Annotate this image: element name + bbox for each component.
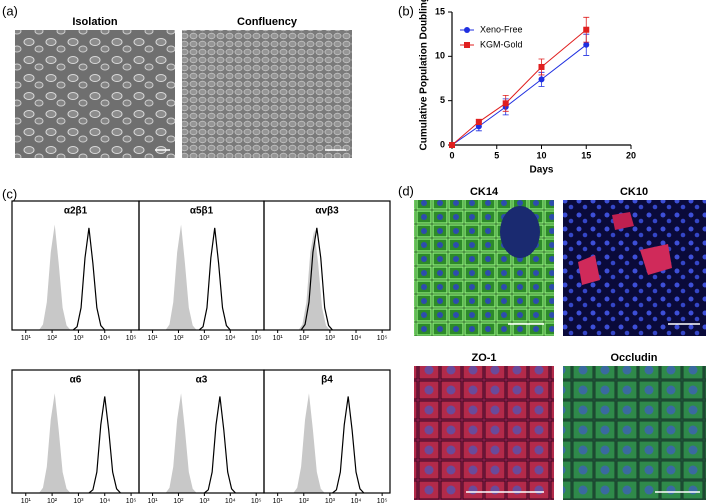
legend-marker xyxy=(464,42,470,48)
x-tick-label: 10⁵ xyxy=(377,335,388,342)
x-tick-label: 10² xyxy=(173,498,184,504)
panel-label: (d) xyxy=(398,183,414,198)
x-tick-label: 10⁴ xyxy=(351,335,362,342)
plot-title: α3 xyxy=(196,375,208,386)
x-tick-label: 10¹ xyxy=(147,335,158,342)
stained-histogram xyxy=(72,227,106,331)
x-tick-label: 10 xyxy=(536,150,546,160)
marker xyxy=(583,41,590,48)
x-axis-label: Days xyxy=(530,165,554,176)
plot-frame xyxy=(263,200,391,331)
cell-cluster xyxy=(500,206,540,258)
x-tick-label: 10⁴ xyxy=(225,335,236,342)
x-tick-label: 10³ xyxy=(73,335,84,342)
legend-marker xyxy=(464,27,470,33)
plot-frame xyxy=(138,200,265,331)
stained-histogram xyxy=(198,227,231,331)
panel-label: (b) xyxy=(398,3,414,18)
x-tick-label: 10³ xyxy=(325,498,336,504)
x-tick-label: 10⁵ xyxy=(126,498,137,504)
x-tick-label: 10¹ xyxy=(21,498,32,504)
y-tick-label: 10 xyxy=(435,51,445,61)
series-line xyxy=(451,44,587,146)
panel-label: (a) xyxy=(2,3,18,18)
cell-cluster xyxy=(640,244,672,275)
x-tick-label: 10⁴ xyxy=(99,335,110,342)
stained-histogram xyxy=(88,396,121,494)
plot-frame xyxy=(138,369,265,494)
plot-title: α5β1 xyxy=(190,206,214,217)
micrograph xyxy=(563,366,706,500)
x-tick-label: 10² xyxy=(47,335,58,342)
x-tick-label: 10⁴ xyxy=(99,498,110,504)
x-tick-label: 20 xyxy=(626,150,636,160)
x-tick-label: 10⁵ xyxy=(251,335,262,342)
image-title: Confluency xyxy=(237,16,298,28)
image-title: Isolation xyxy=(72,16,118,28)
cell-cluster xyxy=(578,255,600,285)
x-tick-label: 10⁴ xyxy=(351,498,362,504)
marker xyxy=(538,76,545,83)
x-tick-label: 10¹ xyxy=(273,335,284,342)
x-tick-label: 10³ xyxy=(325,335,336,342)
plot-frame xyxy=(11,200,140,331)
x-tick-label: 10⁵ xyxy=(126,335,137,342)
control-histogram xyxy=(165,393,197,493)
panel-label: (c) xyxy=(2,186,17,201)
micrograph xyxy=(182,30,352,158)
marker xyxy=(538,63,545,70)
image-title: CK14 xyxy=(470,186,499,198)
x-tick-label: 10³ xyxy=(199,498,210,504)
control-histogram xyxy=(165,224,197,330)
x-tick-label: 10¹ xyxy=(21,335,32,342)
legend-label: Xeno-Free xyxy=(480,24,523,34)
x-tick-label: 10² xyxy=(173,335,184,342)
x-tick-label: 5 xyxy=(494,150,499,160)
micrograph xyxy=(414,366,554,500)
x-tick-label: 10¹ xyxy=(147,498,158,504)
image-title: CK10 xyxy=(620,186,648,198)
x-tick-label: 10² xyxy=(299,335,310,342)
marker xyxy=(502,100,509,107)
x-tick-label: 0 xyxy=(449,150,454,160)
micrograph xyxy=(15,30,175,158)
y-tick-label: 5 xyxy=(440,95,445,105)
control-histogram xyxy=(293,393,325,493)
control-histogram xyxy=(39,393,71,493)
y-tick-label: 0 xyxy=(440,139,445,149)
plot-title: α2β1 xyxy=(64,206,88,217)
plot-frame xyxy=(11,369,140,494)
marker xyxy=(583,26,590,33)
x-tick-label: 10⁴ xyxy=(225,498,236,504)
x-tick-label: 10³ xyxy=(73,498,84,504)
x-tick-label: 10² xyxy=(299,498,310,504)
plot-title: α6 xyxy=(70,375,82,386)
image-title: ZO-1 xyxy=(471,352,496,364)
control-histogram xyxy=(39,224,71,330)
x-tick-label: 10¹ xyxy=(273,498,284,504)
legend-label: KGM-Gold xyxy=(480,39,523,49)
stained-histogram xyxy=(203,396,236,494)
x-tick-label: 10⁵ xyxy=(377,498,388,504)
x-tick-label: 10³ xyxy=(199,335,210,342)
control-histogram xyxy=(298,230,330,330)
x-tick-label: 10² xyxy=(47,498,58,504)
marker xyxy=(449,142,455,148)
plot-title: αvβ3 xyxy=(315,206,339,217)
y-tick-label: 15 xyxy=(435,6,445,16)
stained-histogram xyxy=(300,227,333,331)
y-axis-label: Cumulative Population Doublings xyxy=(419,0,430,151)
x-tick-label: 15 xyxy=(581,150,591,160)
plot-title: β4 xyxy=(321,375,333,386)
marker xyxy=(475,118,482,125)
x-tick-label: 10⁵ xyxy=(251,498,262,504)
plot-frame xyxy=(263,369,391,494)
cell-cluster xyxy=(612,212,634,230)
stained-histogram xyxy=(332,396,365,494)
image-title: Occludin xyxy=(610,352,657,364)
